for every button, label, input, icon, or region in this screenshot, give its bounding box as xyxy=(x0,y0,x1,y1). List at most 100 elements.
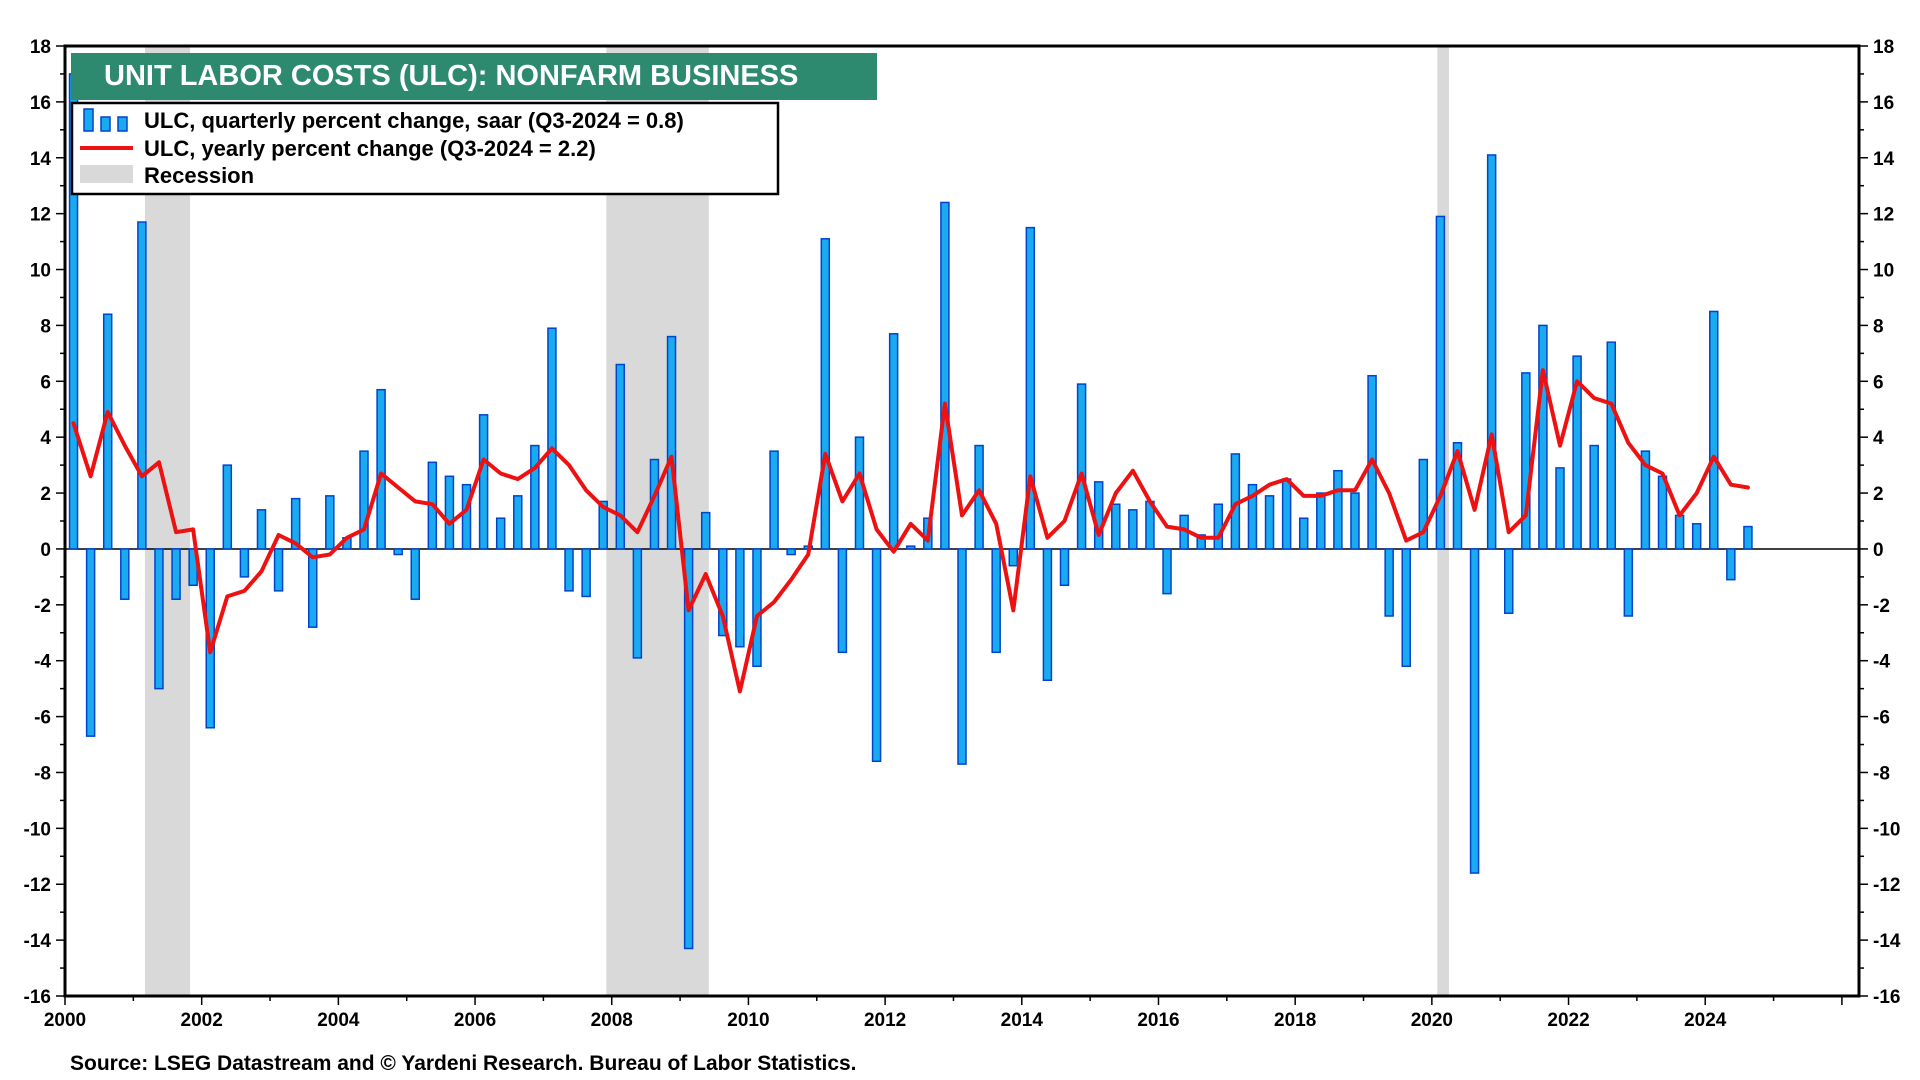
y-tick-label-right: -2 xyxy=(1873,596,1890,617)
legend-bars-label: ULC, quarterly percent change, saar (Q3-… xyxy=(144,108,684,133)
bar xyxy=(359,450,369,550)
bar xyxy=(769,450,779,550)
bar xyxy=(393,548,403,556)
x-tick-label: 2002 xyxy=(181,1010,223,1031)
y-tick-label-left: -4 xyxy=(34,652,51,673)
y-tick-label-left: 6 xyxy=(40,372,51,393)
chart-title: UNIT LABOR COSTS (ULC): NONFARM BUSINESS xyxy=(104,60,798,92)
legend-box xyxy=(70,101,780,196)
bar xyxy=(1401,548,1411,668)
y-tick-label-right: 2 xyxy=(1873,484,1884,505)
bar xyxy=(1025,226,1036,550)
bar xyxy=(683,548,694,950)
bar xyxy=(1264,495,1275,550)
bar xyxy=(735,548,745,648)
x-tick-label: 2004 xyxy=(317,1010,360,1031)
bar xyxy=(1281,478,1292,550)
bar xyxy=(154,548,164,690)
y-tick-label-left: 2 xyxy=(40,484,51,505)
legend-recession-label: Recession xyxy=(144,163,254,188)
title-background xyxy=(71,53,877,100)
bar xyxy=(1486,154,1497,550)
x-tick-label: 2008 xyxy=(591,1010,633,1031)
bar xyxy=(752,548,762,668)
y-tick-label-left: -6 xyxy=(34,708,51,729)
bar xyxy=(1521,372,1531,550)
bar xyxy=(905,545,916,550)
bar xyxy=(1709,310,1719,550)
legend-bar-swatch-bar xyxy=(117,116,128,132)
y-tick-label-right: 14 xyxy=(1873,149,1895,170)
x-tick-label: 2012 xyxy=(864,1010,906,1031)
bar xyxy=(1008,548,1019,567)
y-tick-label-right: -8 xyxy=(1873,763,1890,784)
bar xyxy=(1316,492,1326,550)
y-tick-label-right: 12 xyxy=(1873,205,1894,226)
bar xyxy=(1162,548,1172,595)
y-tick-label-right: -4 xyxy=(1873,652,1890,673)
y-tick-label-right: 0 xyxy=(1873,540,1884,561)
bar xyxy=(598,500,608,550)
bar xyxy=(1555,467,1565,550)
bar xyxy=(1743,525,1753,550)
bar xyxy=(171,548,181,600)
bar xyxy=(495,517,506,550)
x-tick-label: 2010 xyxy=(727,1010,769,1031)
bar xyxy=(700,511,711,550)
y-tick-label-left: 18 xyxy=(30,37,51,58)
y-tick-label-left: 14 xyxy=(30,149,52,170)
bar xyxy=(1674,514,1685,550)
x-tick-label: 2024 xyxy=(1684,1010,1727,1031)
bar-series-layer xyxy=(68,73,1753,950)
y-tick-label-right: 10 xyxy=(1873,261,1894,282)
bar xyxy=(615,363,626,550)
y-tick-label-left: 0 xyxy=(40,540,51,561)
x-tick-label: 2022 xyxy=(1547,1010,1589,1031)
y-tick-label-left: -14 xyxy=(24,931,52,952)
y-tick-label-right: 6 xyxy=(1873,372,1884,393)
bar xyxy=(1589,444,1599,550)
y-tick-label-right: -14 xyxy=(1873,931,1901,952)
x-axis-labels: 2000 2002 2004 2006 2008 2010 2012 2014 2016 2018… xyxy=(44,1010,1727,1031)
bar xyxy=(1691,523,1702,550)
bar xyxy=(957,548,967,765)
legend-bar-swatch-bar xyxy=(83,108,94,132)
bar xyxy=(1350,492,1360,550)
bar xyxy=(1640,450,1651,550)
bar xyxy=(137,221,147,550)
y-tick-label-left: -16 xyxy=(24,987,51,1008)
bar xyxy=(1076,383,1087,550)
bar xyxy=(530,444,540,550)
y-tick-label-left: 12 xyxy=(30,205,51,226)
bar xyxy=(1726,548,1736,581)
recession-band xyxy=(144,46,191,996)
bar xyxy=(1657,475,1668,550)
bar xyxy=(820,238,831,550)
bar xyxy=(718,548,728,637)
bar xyxy=(307,548,318,628)
bar xyxy=(478,414,489,550)
bar xyxy=(1623,548,1634,617)
bar xyxy=(547,327,557,550)
bar xyxy=(461,483,472,550)
bar xyxy=(102,313,113,550)
x-tick-label: 2020 xyxy=(1411,1010,1453,1031)
y-tick-label-right: -6 xyxy=(1873,708,1890,729)
bar xyxy=(1298,517,1309,550)
x-tick-label: 2006 xyxy=(454,1010,496,1031)
bar xyxy=(1196,534,1206,550)
bar xyxy=(1503,548,1514,614)
x-tick-label: 2016 xyxy=(1137,1010,1179,1031)
y-tick-label-left: -12 xyxy=(24,875,51,896)
bar xyxy=(1452,442,1463,550)
bar xyxy=(85,548,96,737)
bar xyxy=(1538,324,1548,550)
bar xyxy=(1435,215,1446,550)
bar xyxy=(1213,503,1224,550)
bar xyxy=(871,548,882,763)
bar xyxy=(410,548,421,600)
bar xyxy=(1384,548,1394,617)
yearly-change-line xyxy=(71,368,1750,694)
y-axis-left-labels: 18 16 14 12 10 8 6 4 2 0 -2 -4 -6 -8 -10 -12 -14 -16 xyxy=(24,37,52,1008)
